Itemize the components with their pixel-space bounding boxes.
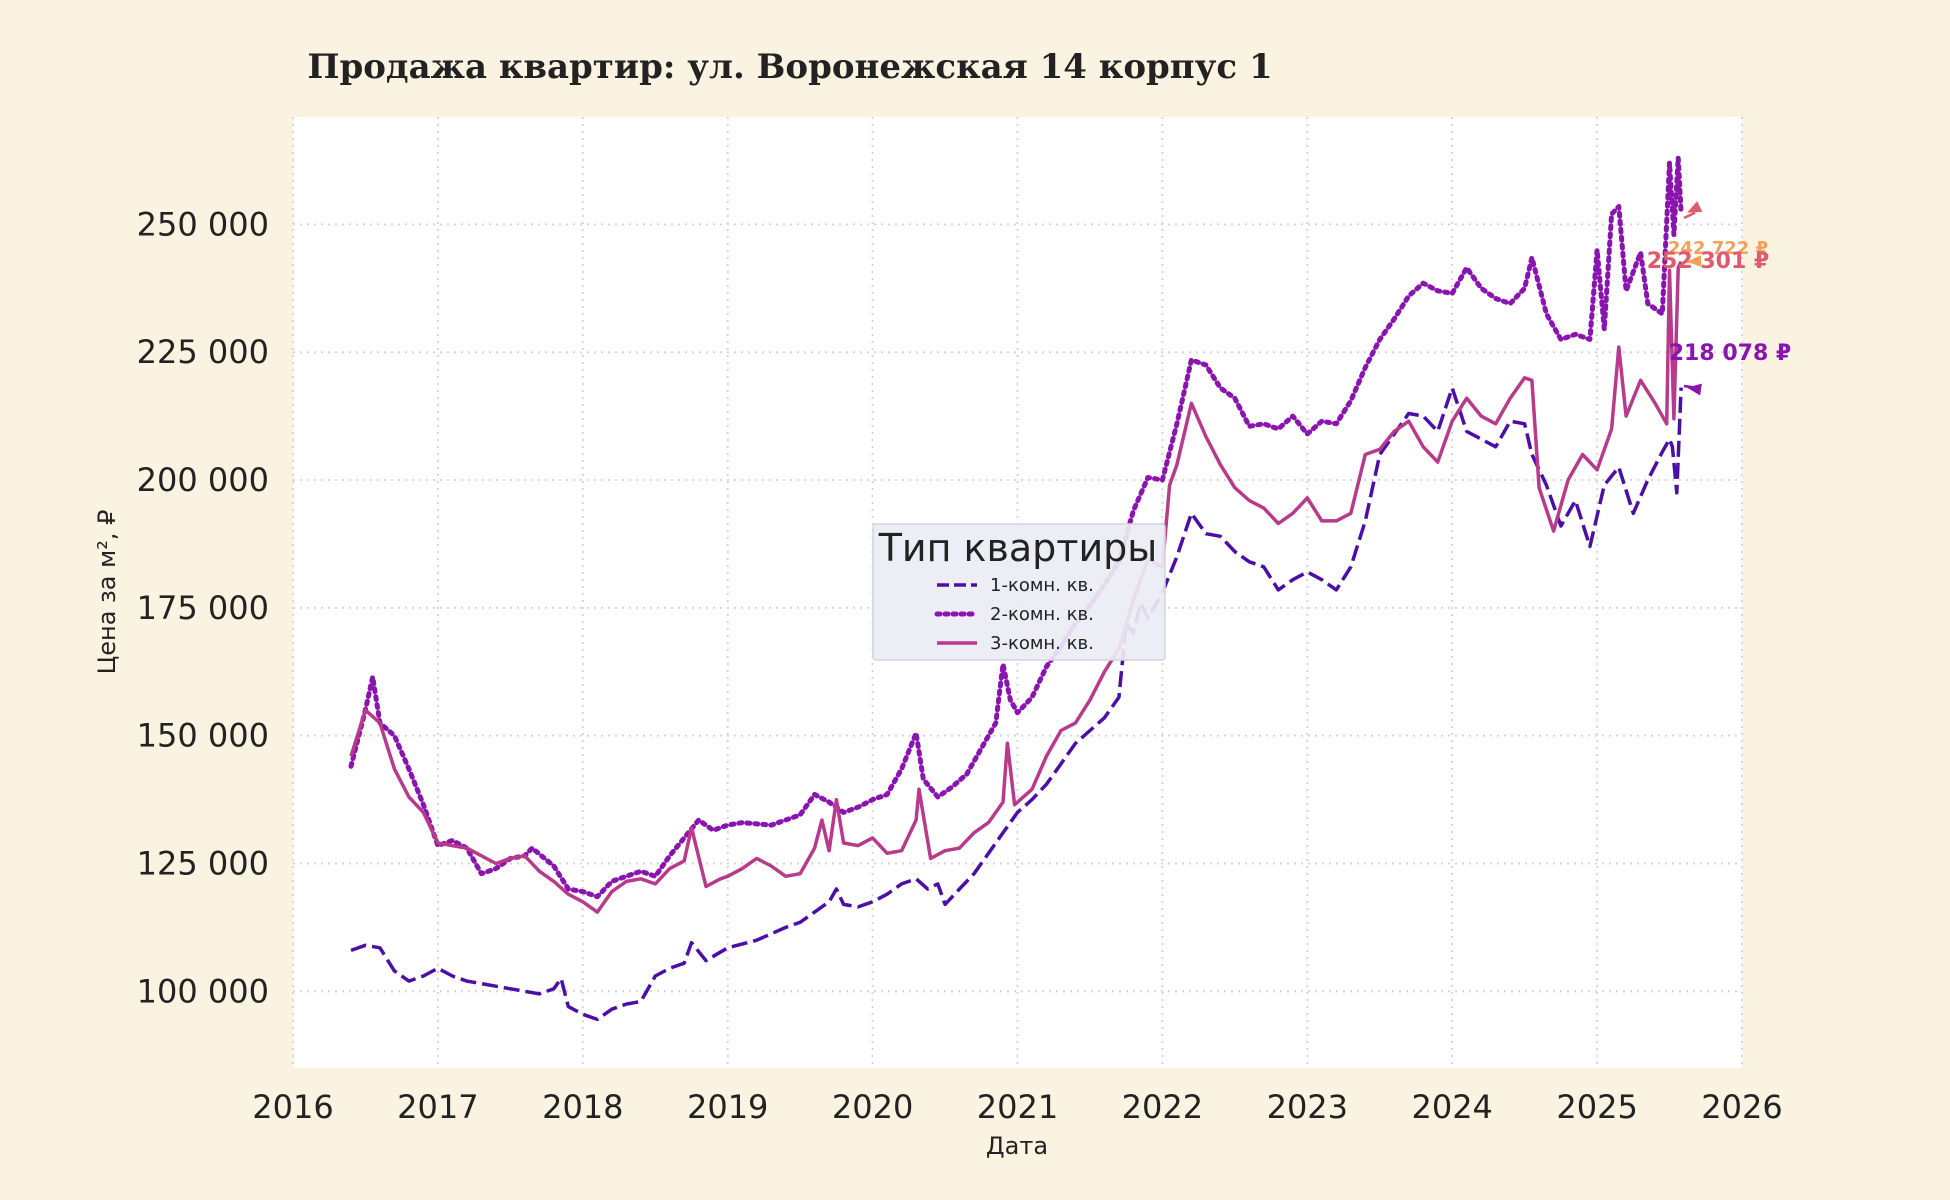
legend-title: Тип квартиры [878,526,1158,570]
x-tick-label: 2018 [542,1088,623,1126]
x-tick-label: 2025 [1556,1088,1637,1126]
y-tick-label: 200 000 [137,461,269,499]
x-tick-label: 2016 [252,1088,333,1126]
series-line-1 [350,386,1683,1022]
legend-label: 3-комн. кв. [990,633,1094,654]
y-tick-label: 225 000 [137,333,269,371]
legend: Тип квартиры 1-комн. кв. 2-комн. кв. 3-ком… [872,523,1166,661]
series-layer [348,155,1684,1022]
y-tick-label: 100 000 [137,972,269,1010]
series-line-3 [349,260,1683,914]
y-tick-label: 175 000 [137,589,269,627]
annotation-label: 242 722 ₽ [1668,238,1768,259]
x-tick-label: 2021 [977,1088,1058,1126]
x-tick-label: 2024 [1411,1088,1492,1126]
y-axis-label: Цена за м², ₽ [93,510,121,675]
annotation-arrow [1683,211,1696,220]
legend-items: 1-комн. кв. 2-комн. кв. 3-комн. кв. [934,575,1094,654]
x-tick-label: 2019 [687,1088,768,1126]
annotations: 242 722 ₽252 301 ₽ 218 078 ₽ [1647,201,1791,396]
x-axis-ticks: 2016 2017 2018 2019 2020 2021 2022 2023 2024 2025… [252,1088,1782,1126]
x-tick-label: 2020 [832,1088,913,1126]
series-line-2 [348,155,1684,900]
y-tick-label: 150 000 [137,717,269,755]
legend-box [872,523,1166,661]
x-tick-label: 2026 [1701,1088,1782,1126]
annotation-arrowhead [1687,201,1703,213]
x-tick-label: 2023 [1267,1088,1348,1126]
y-axis-ticks: 100 000 125 000 150 000 175 000 200 000 225 0… [137,205,269,1010]
annotation-arrowhead [1687,383,1702,396]
x-tick-label: 2017 [397,1088,478,1126]
x-tick-label: 2022 [1122,1088,1203,1126]
annotation-arrowhead [1687,255,1702,268]
legend-label: 2-комн. кв. [990,604,1094,625]
y-tick-label: 250 000 [137,205,269,243]
chart-title: Продажа квартир: ул. Воронежская 14 корп… [307,47,1272,87]
annotation-label: 252 301 ₽ [1647,249,1769,274]
annotation-label: 218 078 ₽ [1669,341,1791,366]
x-axis-label: Дата [986,1132,1048,1160]
y-tick-label: 125 000 [137,844,269,882]
legend-label: 1-комн. кв. [990,575,1094,596]
grid-lines [292,117,1743,1068]
